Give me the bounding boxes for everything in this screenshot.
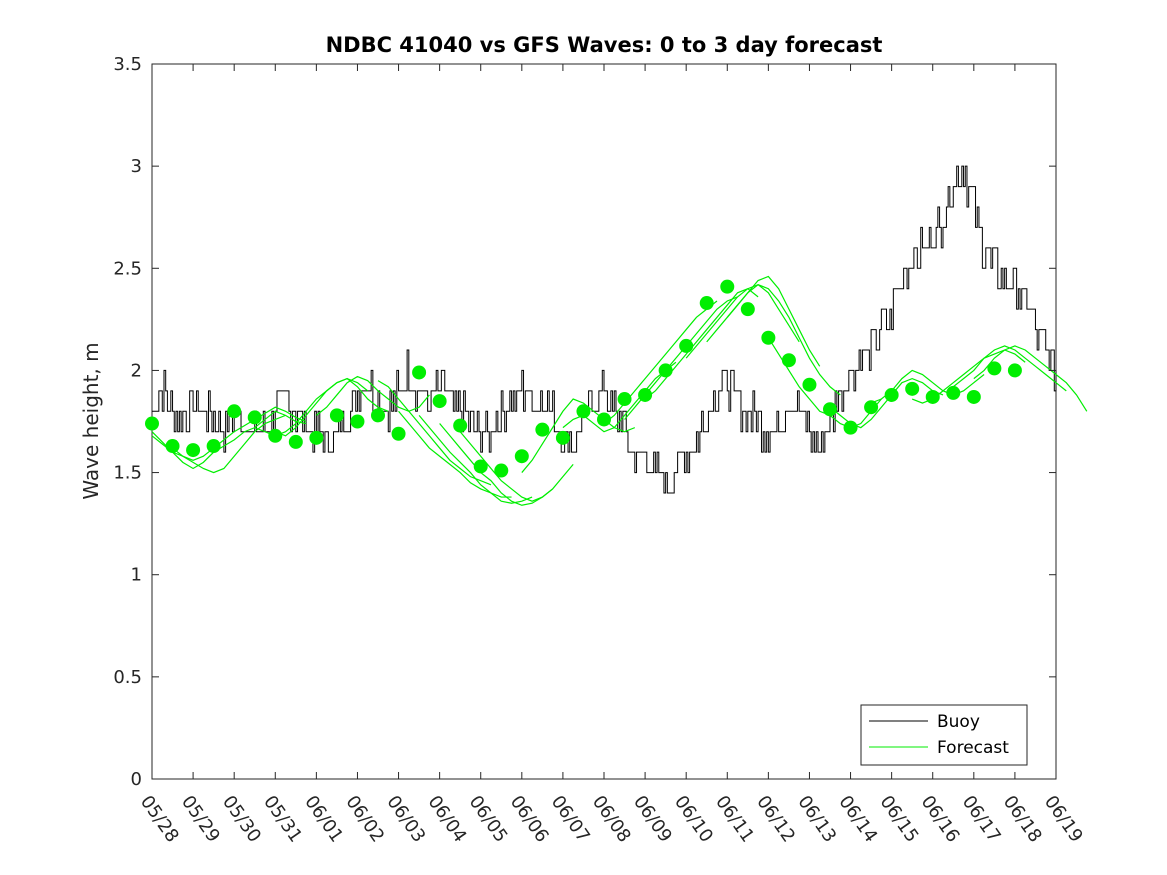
forecast-layer: [151, 275, 1088, 506]
forecast-run-line: [973, 345, 1088, 412]
forecast-point: [925, 389, 940, 404]
forecast-run-line: [172, 414, 286, 474]
y-tick-label: 0.5: [113, 667, 142, 688]
y-tick-label: 1.5: [113, 463, 142, 484]
forecast-point: [699, 296, 714, 311]
y-tick-label: 2.5: [113, 258, 142, 279]
forecast-point: [494, 463, 509, 478]
forecast-point: [227, 404, 242, 419]
forecast-point: [658, 363, 673, 378]
forecast-point: [247, 410, 262, 425]
forecast-point: [555, 430, 570, 445]
forecast-point: [761, 330, 776, 345]
forecast-point: [864, 400, 879, 415]
forecast-point: [412, 365, 427, 380]
forecast-run-line: [439, 423, 554, 506]
forecast-point: [432, 394, 447, 409]
forecast-run-line: [151, 406, 307, 461]
y-tick-label: 3: [131, 156, 142, 177]
legend-buoy-label: Buoy: [937, 712, 980, 732]
forecast-point: [329, 408, 344, 423]
legend-forecast-label: Forecast: [937, 738, 1009, 758]
forecast-points-layer: [145, 279, 1022, 478]
forecast-run-line: [726, 283, 841, 396]
y-axis-label: Wave height, m: [79, 342, 103, 499]
forecast-point: [535, 422, 550, 437]
y-tick-label: 0: [131, 769, 142, 790]
forecast-point: [617, 392, 632, 407]
forecast-run-line: [151, 410, 307, 470]
forecast-point: [905, 381, 920, 396]
chart-title: NDBC 41040 vs GFS Waves: 0 to 3 day fore…: [326, 33, 883, 57]
forecast-run-line: [315, 375, 430, 416]
forecast-point: [679, 338, 694, 353]
forecast-point: [453, 418, 468, 433]
forecast-point: [638, 387, 653, 402]
forecast-point: [843, 420, 858, 435]
forecast-point: [268, 428, 283, 443]
buoy-layer: [152, 165, 1057, 494]
legend: Buoy Forecast: [860, 704, 1028, 766]
forecast-point: [576, 404, 591, 419]
forecast-point: [288, 434, 303, 449]
forecast-point: [966, 389, 981, 404]
forecast-point: [823, 402, 837, 417]
forecast-point: [802, 377, 817, 392]
forecast-point: [145, 416, 159, 431]
forecast-point: [391, 426, 406, 441]
forecast-run-line: [418, 414, 533, 504]
forecast-run-line: [275, 377, 389, 437]
forecast-point: [350, 414, 365, 429]
forecast-point: [740, 302, 755, 317]
y-tick-label: 1: [131, 565, 142, 586]
forecast-point: [371, 408, 385, 423]
forecast-point: [987, 361, 1002, 376]
forecast-run-line: [644, 288, 759, 400]
forecast-point: [884, 387, 899, 402]
y-tick-label: 2: [131, 360, 142, 381]
forecast-point: [309, 430, 324, 445]
forecast-run-line: [685, 283, 800, 359]
forecast-run-line: [706, 275, 821, 367]
forecast-point: [165, 439, 180, 454]
y-axis-ticks: 0 0.5 1 1.5 2 2.5 3 3.5: [113, 54, 1056, 790]
buoy-line: [152, 165, 1057, 494]
forecast-point: [514, 449, 529, 464]
forecast-point: [206, 439, 221, 454]
forecast-run-line: [521, 398, 636, 473]
forecast-run-line: [377, 380, 492, 486]
forecast-point: [946, 385, 961, 400]
y-tick-label: 3.5: [113, 54, 142, 75]
legend-box: [860, 704, 1028, 766]
forecast-point: [1007, 363, 1022, 378]
forecast-run-line: [459, 431, 574, 502]
forecast-point: [186, 443, 201, 458]
forecast-point: [781, 353, 796, 368]
forecast-point: [597, 412, 611, 427]
forecast-point: [473, 459, 488, 474]
forecast-point: [720, 279, 735, 294]
